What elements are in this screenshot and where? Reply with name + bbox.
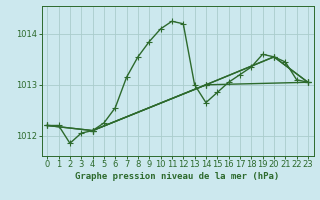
X-axis label: Graphe pression niveau de la mer (hPa): Graphe pression niveau de la mer (hPa) <box>76 172 280 181</box>
